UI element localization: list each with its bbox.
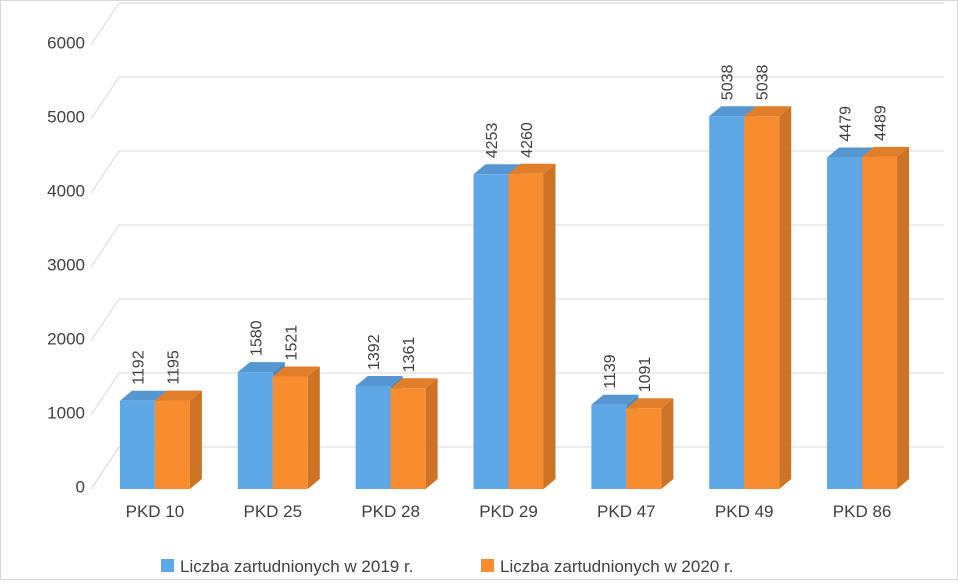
bar-front: [119, 400, 155, 489]
x-tick-label-pkd-25: PKD 25: [243, 502, 302, 521]
bar-top: [626, 398, 674, 409]
x-tick-label-pkd-49: PKD 49: [715, 502, 774, 521]
data-label-pkd-47-series-1: 1139: [602, 354, 619, 389]
x-tick-label-pkd-28: PKD 28: [361, 502, 420, 521]
gridline-side-4000: [90, 150, 120, 194]
bar-side: [425, 378, 438, 489]
bar-pkd-49-series-2: [744, 106, 792, 490]
data-label-pkd-49-series-2: 5038: [755, 64, 772, 100]
bar-front: [827, 157, 863, 489]
bar-front: [591, 404, 627, 489]
bar-top: [827, 147, 875, 158]
bar-top: [390, 378, 438, 389]
gridline-side-6000: [90, 2, 120, 46]
gridline-side-2000: [90, 298, 120, 342]
gridline-side-1000: [90, 372, 120, 416]
bar-top: [154, 390, 202, 401]
data-labels: 1192 1195 1580 1521 1392 1361 4253 4260 1139 1091…: [130, 64, 889, 392]
bar-side: [661, 398, 674, 489]
bar-pkd-25-series-2: [272, 366, 320, 489]
bar-front: [355, 385, 391, 489]
x-axis-ticks: PKD 10 PKD 25 PKD 28 PKD 29 PKD 47 PKD 49 PKD …: [126, 502, 892, 521]
bar-top: [272, 366, 320, 377]
x-tick-label-pkd-47: PKD 47: [597, 502, 656, 521]
bar-front: [154, 400, 190, 489]
legend-swatch-series-2: [481, 559, 494, 572]
legend: Liczba zartudnionych w 2019 r. Liczba zar…: [161, 557, 733, 576]
gridline-side-5000: [90, 76, 120, 120]
data-label-pkd-49-series-1: 5038: [720, 64, 737, 100]
y-tick-label-0: 0: [76, 477, 85, 496]
y-tick-label-2000: 2000: [47, 329, 85, 348]
bar-pkd-10-series-2: [154, 390, 202, 489]
bar-front: [272, 376, 308, 489]
y-tick-label-6000: 6000: [47, 33, 85, 52]
bar-front: [862, 156, 898, 489]
bar-front: [508, 173, 544, 489]
bar-top: [473, 164, 521, 175]
y-tick-label-1000: 1000: [47, 403, 85, 422]
bar-side: [543, 163, 556, 489]
bar-top: [508, 163, 556, 174]
bar-front: [709, 116, 745, 490]
data-label-pkd-28-series-1: 1392: [366, 334, 383, 370]
bar-pkd-28-series-2: [390, 378, 438, 489]
bar-top: [709, 106, 757, 117]
y-tick-label-3000: 3000: [47, 255, 85, 274]
y-axis-ticks: 0 1000 2000 3000 4000 5000 6000: [47, 33, 85, 496]
bar-side: [897, 146, 910, 489]
data-label-pkd-10-series-1: 1192: [130, 350, 147, 385]
bar-pkd-29-series-2: [508, 163, 556, 489]
data-label-pkd-86-series-2: 4489: [873, 105, 890, 141]
bar-top: [119, 390, 167, 401]
bar-top: [237, 362, 285, 373]
y-tick-label-5000: 5000: [47, 107, 85, 126]
bar-side: [307, 366, 320, 489]
x-tick-label-pkd-86: PKD 86: [833, 502, 892, 521]
bar-top: [862, 146, 910, 157]
bar-front: [390, 388, 426, 489]
bar-front: [473, 174, 509, 489]
bar-top: [355, 375, 403, 386]
legend-swatch-series-1: [161, 559, 174, 572]
data-label-pkd-28-series-2: 1361: [401, 337, 418, 373]
data-label-pkd-25-series-1: 1580: [248, 320, 265, 356]
bar-front: [237, 372, 273, 489]
bar-top: [744, 106, 792, 117]
data-label-pkd-29-series-2: 4260: [519, 122, 536, 158]
bar-front: [626, 408, 662, 489]
bar-pkd-86-series-2: [862, 146, 910, 489]
x-tick-label-pkd-29: PKD 29: [479, 502, 538, 521]
data-label-pkd-29-series-1: 4253: [484, 123, 501, 159]
bar-front: [744, 116, 780, 490]
bar-top: [591, 394, 639, 405]
data-label-pkd-47-series-2: 1091: [637, 357, 654, 393]
data-label-pkd-25-series-2: 1521: [283, 325, 300, 361]
bar-side: [189, 390, 202, 489]
gridline-side-3000: [90, 224, 120, 268]
floor-edge: [90, 446, 120, 490]
data-label-pkd-86-series-1: 4479: [838, 106, 855, 142]
bars: [119, 106, 910, 490]
bar-side: [779, 106, 792, 490]
legend-label-series-2: Liczba zartudnionych w 2020 r.: [500, 557, 733, 576]
x-tick-label-pkd-10: PKD 10: [126, 502, 185, 521]
legend-label-series-1: Liczba zartudnionych w 2019 r.: [180, 557, 413, 576]
bar-pkd-47-series-2: [626, 398, 674, 489]
y-tick-label-4000: 4000: [47, 181, 85, 200]
data-label-pkd-10-series-2: 1195: [165, 350, 182, 385]
